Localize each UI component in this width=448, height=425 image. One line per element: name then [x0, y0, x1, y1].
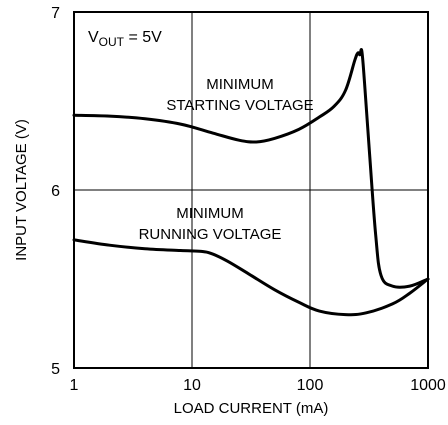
condition-label: VOUT = 5V: [88, 29, 162, 49]
y-axis-title: INPUT VOLTAGE (V): [13, 119, 30, 261]
x-tick-label: 10: [183, 377, 201, 394]
y-tick-label: 5: [51, 361, 60, 378]
grid-lines: [74, 12, 428, 368]
series-line-running: [72, 238, 430, 317]
series-layer: [72, 48, 430, 317]
x-tick-label: 100: [297, 377, 324, 394]
starting-annotation-line-1: MINIMUM: [206, 76, 274, 93]
series-line-starting: [72, 48, 430, 289]
plot-frame: [73, 11, 429, 369]
running-annotation-line-1: MINIMUM: [176, 205, 244, 222]
tick-labels: 1 10 100 1000 5 6 7: [51, 5, 446, 394]
starting-annotation-line-2: STARTING VOLTAGE: [166, 97, 313, 114]
condition-label-value: = 5V: [124, 29, 162, 46]
condition-label-subscript: OUT: [99, 35, 125, 49]
y-tick-label: 6: [51, 183, 60, 200]
running-annotation-line-2: RUNNING VOLTAGE: [139, 226, 282, 243]
condition-label-main: V: [88, 29, 99, 46]
x-tick-label: 1000: [410, 377, 446, 394]
y-tick-label: 7: [51, 5, 60, 22]
x-tick-label: 1: [70, 377, 79, 394]
x-axis-title: LOAD CURRENT (mA): [174, 400, 329, 417]
